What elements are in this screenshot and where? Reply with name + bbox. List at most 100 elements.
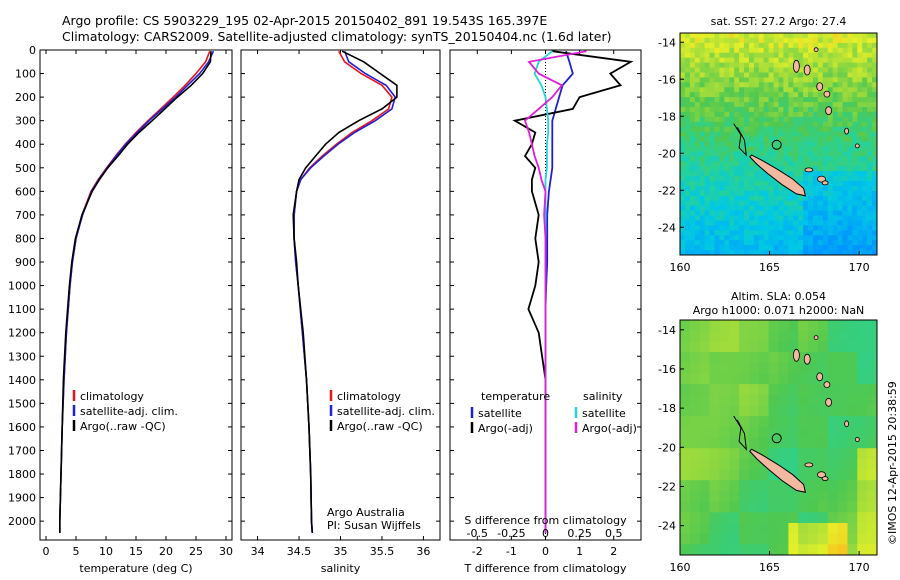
sal-diff-tick-label: 0 (542, 527, 549, 540)
depth-tick-label: 700 (15, 209, 36, 222)
depth-tick-label: 1000 (8, 280, 36, 293)
temperature-legend-label: Argo(..raw -QC) (80, 420, 166, 433)
panel-differences: -2 -1 0 1 2 T difference from climatology -0.5… (449, 49, 642, 575)
depth-tick-label: 0 (29, 44, 36, 57)
temperature-series-0 (58, 50, 211, 533)
small-island (793, 348, 800, 362)
small-island (844, 127, 849, 135)
temperature-xtick-label: 5 (73, 545, 80, 558)
small-island (823, 381, 831, 389)
diff-series-3 (523, 50, 587, 533)
small-island (803, 353, 811, 365)
depth-tick-label: 100 (15, 68, 36, 81)
sst-map-ytick-label: -18 (658, 110, 676, 123)
sst-map-field (680, 33, 877, 255)
sal-diff-tick-label: -0.25 (497, 527, 525, 540)
sal-diff-tick-label: -0.5 (467, 527, 488, 540)
sst-map-ytick-label: -20 (658, 147, 676, 160)
small-island (813, 335, 819, 341)
salinity-legend-label: Argo(..raw -QC) (337, 420, 423, 433)
temperature-xtick-label: 10 (99, 545, 113, 558)
small-island (854, 437, 860, 442)
sla-map-xtick-label: 165 (759, 561, 780, 574)
temperature-xlabel: temperature (deg C) (79, 562, 192, 575)
temperature-legend-label: climatology (80, 390, 144, 403)
temperature-series-2 (58, 51, 212, 533)
legend-t-label: satellite (478, 407, 522, 420)
new-caledonia-island (749, 448, 807, 493)
small-island (804, 167, 814, 173)
sst-map-xtick-label: 165 (759, 261, 780, 274)
argo-annotation: Argo Australia (327, 506, 405, 519)
sst-map-xtick-label: 160 (670, 261, 691, 274)
sst-map-ytick-label: -14 (658, 36, 676, 49)
legend-s-label: satellite (582, 407, 626, 420)
sst-map-ytick-label: -22 (658, 184, 676, 197)
small-island (804, 462, 814, 468)
sst-map-ytick-label: -16 (658, 73, 676, 86)
sla-map-ytick-label: -20 (658, 441, 676, 454)
temperature-xtick-label: 0 (43, 545, 50, 558)
sst-map-frame (679, 32, 878, 256)
depth-tick-label: 1700 (8, 444, 36, 457)
temperature-xtick-label: 25 (189, 545, 203, 558)
small-island (823, 90, 831, 98)
salinity-legend-label: satellite-adj. clim. (337, 405, 435, 418)
small-island (854, 143, 860, 149)
sal-diff-xlabel: S difference from climatology (464, 514, 627, 527)
figure-title-line1: Argo profile: CS 5903229_195 02-Apr-2015… (62, 13, 548, 28)
depth-tick-label: 1500 (8, 397, 36, 410)
temperature-xtick-label: 15 (129, 545, 143, 558)
differences-xtick-label: 1 (576, 545, 583, 558)
imos-watermark: ©IMOS 12-Apr-2015 20:38:59 (886, 381, 899, 545)
depth-tick-label: 1400 (8, 374, 36, 387)
panel-salinity: 34 34.5 35 35.5 36 salinity climatology satelli… (240, 49, 441, 575)
depth-tick-label: 2000 (8, 515, 36, 528)
sla-map-ytick-label: -24 (658, 520, 676, 533)
differences-xtick-label: -2 (472, 545, 483, 558)
sla-map-ytick-label: -22 (658, 480, 676, 493)
diff-series-2 (533, 50, 553, 533)
small-island (816, 82, 824, 91)
differences-xtick-label: 2 (610, 545, 617, 558)
sla-map-frame (679, 319, 878, 556)
salinity-xtick-label: 34 (251, 545, 265, 558)
small-island (816, 372, 824, 382)
small-island (844, 420, 849, 428)
sst-map-xtick-label: 170 (849, 261, 870, 274)
depth-tick-label: 1100 (8, 303, 36, 316)
small-island (793, 59, 800, 73)
depth-tick-label: 1800 (8, 468, 36, 481)
sal-diff-tick-label: 0.25 (567, 527, 592, 540)
salinity-xlabel: salinity (321, 562, 361, 575)
sla-map-subtitle: Argo h1000: 0.071 h2000: NaN (693, 304, 865, 317)
depth-tick-label: 1300 (8, 350, 36, 363)
salinity-xtick-label: 35.5 (370, 545, 395, 558)
depth-tick-label: 400 (15, 138, 36, 151)
salinity-xtick-label: 36 (416, 545, 430, 558)
new-caledonia-island (749, 154, 807, 197)
depth-tick-label: 1600 (8, 421, 36, 434)
depth-tick-label: 200 (15, 91, 36, 104)
depth-tick-label: 1200 (8, 327, 36, 340)
depth-tick-label: 300 (15, 115, 36, 128)
small-island (803, 64, 811, 76)
salinity-xtick-label: 34.5 (287, 545, 312, 558)
reef-outline (733, 415, 747, 451)
argo-location-marker (771, 139, 782, 150)
salinity-series-0 (293, 50, 393, 533)
differences-xtick-label: -1 (506, 545, 517, 558)
depth-tick-label: 600 (15, 185, 36, 198)
sst-map-ytick-label: -24 (658, 221, 676, 234)
sla-map-title: Altim. SLA: 0.054 (731, 290, 826, 303)
salinity-axes-frame (240, 49, 441, 541)
legend-s-label: Argo(-adj) (582, 422, 637, 435)
salinity-series-1 (293, 50, 397, 533)
sla-map-field (680, 320, 877, 555)
sal-diff-tick-label: 0.5 (605, 527, 623, 540)
diff-series-1 (512, 50, 634, 533)
legend-temperature-title: temperature (481, 390, 550, 403)
temperature-xtick-label: 30 (219, 545, 233, 558)
small-island (813, 47, 819, 53)
sla-map-ytick-label: -16 (658, 363, 676, 376)
